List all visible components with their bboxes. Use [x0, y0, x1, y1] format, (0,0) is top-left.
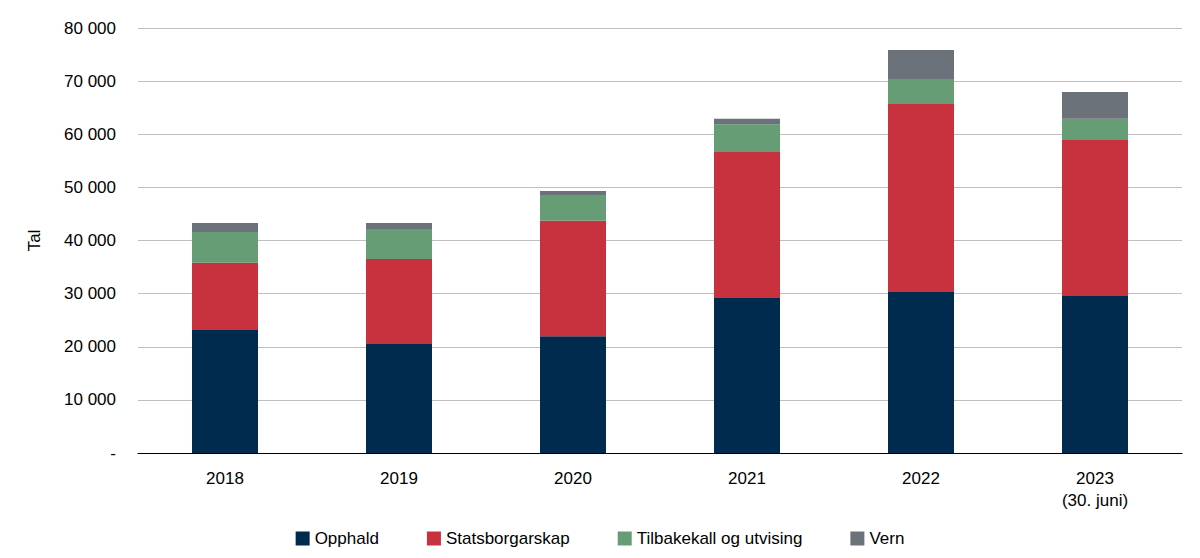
svg-text:(30. juni): (30. juni) [1062, 491, 1128, 510]
svg-text:20 000: 20 000 [64, 337, 116, 356]
svg-text:2021: 2021 [728, 469, 766, 488]
svg-text:50 000: 50 000 [64, 178, 116, 197]
svg-text:2019: 2019 [380, 469, 418, 488]
svg-text:Statsborgarskap: Statsborgarskap [446, 529, 570, 548]
svg-text:60 000: 60 000 [64, 125, 116, 144]
svg-text:40 000: 40 000 [64, 231, 116, 250]
svg-text:-: - [110, 444, 116, 463]
svg-text:10 000: 10 000 [64, 390, 116, 409]
svg-text:30 000: 30 000 [64, 284, 116, 303]
svg-text:Opphald: Opphald [315, 529, 379, 548]
svg-text:2022: 2022 [902, 469, 940, 488]
svg-text:70 000: 70 000 [64, 72, 116, 91]
svg-text:2018: 2018 [206, 469, 244, 488]
svg-text:Vern: Vern [869, 529, 904, 548]
svg-text:Tal: Tal [25, 230, 44, 252]
svg-text:Tilbakekall og utvising: Tilbakekall og utvising [637, 529, 803, 548]
svg-text:2023: 2023 [1076, 469, 1114, 488]
svg-text:2020: 2020 [554, 469, 592, 488]
svg-text:80 000: 80 000 [64, 19, 116, 38]
